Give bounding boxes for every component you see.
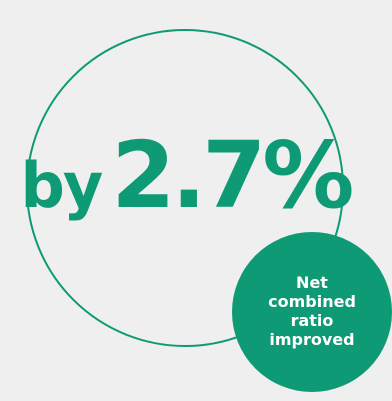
- badge-circle: Net combined ratio improved: [232, 232, 392, 392]
- outline-circle: [26, 29, 344, 347]
- stat-prefix: by: [20, 149, 104, 222]
- stat-headline: by 2.7%: [21, 122, 355, 232]
- badge-label: Net combined ratio improved: [268, 273, 356, 349]
- stat-value: 2.7%: [111, 122, 354, 229]
